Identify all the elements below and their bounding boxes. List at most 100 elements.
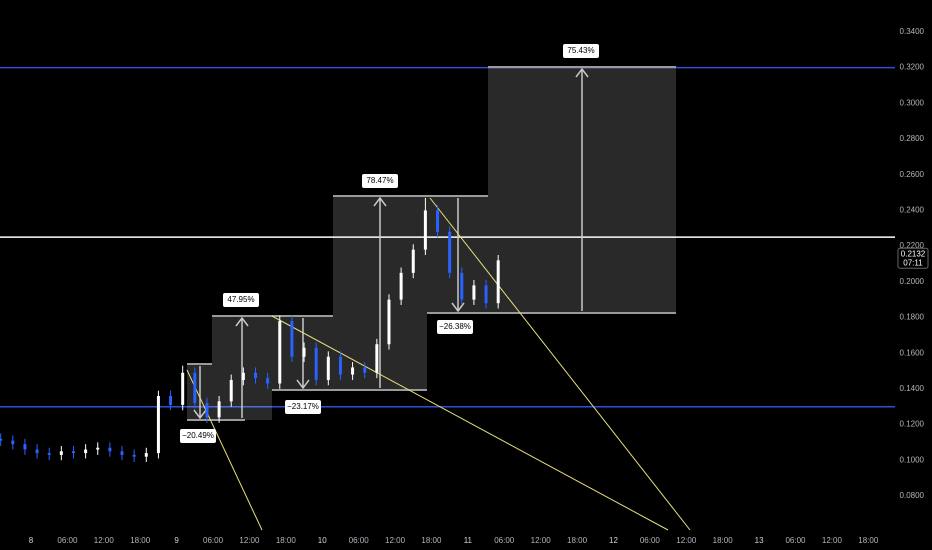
candle-body bbox=[47, 453, 51, 455]
annotation-pill bbox=[563, 44, 599, 58]
y-tick-label: 0.1200 bbox=[900, 420, 925, 429]
candle-body bbox=[278, 321, 282, 384]
y-tick-label: 0.3400 bbox=[900, 27, 925, 36]
candle-body bbox=[229, 379, 233, 402]
x-tick-label: 06:00 bbox=[785, 536, 806, 545]
x-tick-label: 06:00 bbox=[494, 536, 515, 545]
candle-body bbox=[399, 272, 403, 300]
x-tick-label: 12:00 bbox=[239, 536, 260, 545]
x-tick-label: 12:00 bbox=[94, 536, 115, 545]
x-tick-label: 12:00 bbox=[531, 536, 552, 545]
candle-body bbox=[338, 356, 342, 375]
x-tick-label: 8 bbox=[29, 536, 34, 545]
trend-lines bbox=[186, 197, 691, 531]
annotation-pill bbox=[180, 429, 216, 443]
y-tick-label: 0.0800 bbox=[900, 491, 925, 500]
annotation-pill bbox=[223, 293, 259, 307]
candle-body bbox=[11, 440, 15, 445]
candle-body bbox=[181, 372, 185, 405]
annotation-label: 75.43% bbox=[567, 46, 594, 55]
candle-body bbox=[326, 356, 330, 380]
candle-body bbox=[217, 401, 221, 418]
candle-body bbox=[0, 438, 3, 441]
y-tick-label: 0.2200 bbox=[900, 241, 925, 250]
candle-body bbox=[205, 403, 209, 418]
x-tick-label: 18:00 bbox=[130, 536, 151, 545]
x-tick-label: 11 bbox=[464, 536, 473, 545]
y-tick-label: 0.2600 bbox=[900, 170, 925, 179]
annotation-label: 47.95% bbox=[227, 295, 254, 304]
candle-body bbox=[387, 299, 391, 345]
candle-body bbox=[448, 231, 452, 273]
candle-body bbox=[423, 210, 427, 250]
candle-body bbox=[496, 260, 500, 304]
candle-body bbox=[472, 285, 476, 300]
candle-body bbox=[314, 347, 318, 380]
annotation-label: −26.38% bbox=[439, 322, 471, 331]
price-tag bbox=[897, 247, 929, 269]
candle-body bbox=[156, 395, 160, 454]
x-tick-label: 06:00 bbox=[640, 536, 661, 545]
y-tick-label: 0.2800 bbox=[900, 134, 925, 143]
annotation-pill bbox=[437, 320, 473, 334]
x-tick-label: 12:00 bbox=[676, 536, 697, 545]
candle-body bbox=[59, 451, 63, 455]
x-tick-label: 18:00 bbox=[276, 536, 297, 545]
candle-body bbox=[23, 444, 27, 450]
y-tick-label: 0.3000 bbox=[900, 98, 925, 107]
y-tick-label: 0.3200 bbox=[900, 63, 925, 72]
annotations: −20.49% 47.95% −23.17% 78.47% −26.38% 75.43% bbox=[180, 44, 599, 443]
candle-body bbox=[108, 447, 112, 452]
annotation-pill bbox=[362, 174, 398, 188]
candle-body bbox=[375, 344, 379, 373]
x-tick-label: 06:00 bbox=[349, 536, 370, 545]
y-tick-label: 0.2000 bbox=[900, 277, 925, 286]
x-tick-label: 18:00 bbox=[858, 536, 879, 545]
candle-body bbox=[96, 447, 100, 450]
candle-body bbox=[169, 395, 173, 405]
candle-body bbox=[302, 347, 306, 357]
x-tick-label: 06:00 bbox=[57, 536, 78, 545]
annotation-label: 78.47% bbox=[366, 176, 393, 185]
candle-body bbox=[193, 372, 197, 404]
x-tick-label: 12:00 bbox=[385, 536, 406, 545]
annotation-label: −20.49% bbox=[182, 431, 214, 440]
x-tick-label: 06:00 bbox=[203, 536, 224, 545]
candle-body bbox=[241, 372, 245, 380]
x-tick-label: 9 bbox=[174, 536, 179, 545]
candle-body bbox=[484, 285, 488, 304]
x-tick-label: 12 bbox=[609, 536, 618, 545]
price-tag-countdown: 07:11 bbox=[903, 258, 923, 267]
annotation-pill bbox=[285, 400, 321, 414]
candle-body bbox=[411, 249, 415, 273]
y-tick-label: 0.1400 bbox=[900, 384, 925, 393]
candle-body bbox=[132, 454, 136, 457]
x-tick-label: 18:00 bbox=[713, 536, 734, 545]
candle-body bbox=[351, 367, 355, 375]
candle-body bbox=[266, 378, 270, 384]
y-tick-label: 0.1000 bbox=[900, 455, 925, 464]
measure-boxes bbox=[187, 66, 676, 421]
candle-body bbox=[144, 453, 148, 457]
candle-body bbox=[436, 210, 440, 232]
candle-body bbox=[71, 451, 75, 454]
y-tick-label: 0.1600 bbox=[900, 348, 925, 357]
candle-body bbox=[290, 321, 294, 357]
x-tick-label: 18:00 bbox=[421, 536, 442, 545]
x-tick-label: 12:00 bbox=[822, 536, 843, 545]
y-tick-label: 0.2400 bbox=[900, 206, 925, 215]
x-tick-label: 13 bbox=[755, 536, 764, 545]
x-tick-label: 10 bbox=[318, 536, 327, 545]
candle-body bbox=[84, 449, 88, 454]
candle-body bbox=[460, 272, 464, 300]
y-tick-label: 0.1800 bbox=[900, 313, 925, 322]
candle-body bbox=[363, 367, 367, 373]
x-tick-label: 18:00 bbox=[567, 536, 588, 545]
price-tag-label: 0.2132 bbox=[901, 249, 926, 258]
candle-body bbox=[120, 451, 124, 455]
candle-body bbox=[253, 372, 257, 379]
annotation-label: −23.17% bbox=[287, 402, 319, 411]
candle-body bbox=[35, 449, 39, 454]
